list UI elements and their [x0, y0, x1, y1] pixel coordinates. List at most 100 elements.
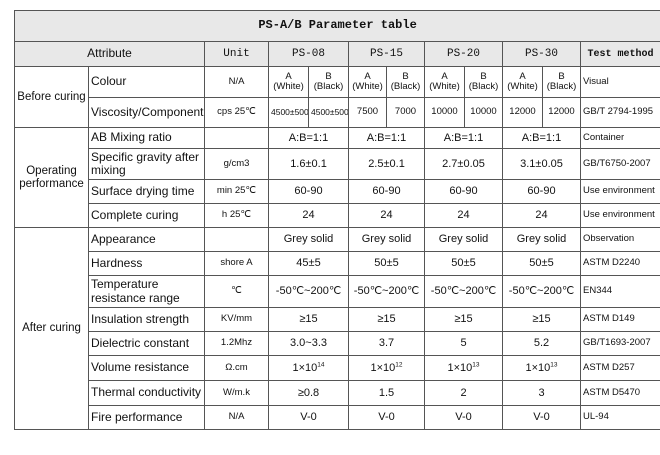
value-cell: V-0 [348, 405, 425, 430]
value-base: 1×10 [370, 361, 396, 374]
colour-a: A (White) [502, 66, 543, 98]
value-cell: 3.0~3.3 [268, 331, 349, 356]
unit-cell: ℃ [204, 275, 269, 308]
row-label-appearance: Appearance [88, 227, 205, 252]
value-exponent: 12 [395, 361, 403, 369]
value-cell: V-0 [502, 405, 581, 430]
row-label-mixing-ratio: AB Mixing ratio [88, 127, 205, 149]
value-base: 1×10 [292, 361, 318, 374]
value-cell: V-0 [268, 405, 349, 430]
table-row: Operating performance AB Mixing ratio A:… [14, 127, 660, 228]
value-cell: 1.5 [348, 380, 425, 406]
table-row: Fire performance N/A V-0 V-0 V-0 V-0 UL-… [15, 405, 660, 430]
colour-b: B (Black) [542, 66, 581, 98]
value-cell: A:B=1:1 [502, 127, 581, 149]
value-cell: 4500±500 [268, 97, 309, 128]
value-cell: 2.7±0.05 [424, 148, 503, 180]
table-row: Dielectric constant 1.2Mhz 3.0~3.3 3.7 5… [15, 331, 660, 356]
value-cell: 60-90 [502, 179, 581, 204]
test-method-cell: Use environment [579, 203, 660, 228]
value-cell: 7000 [386, 97, 425, 128]
row-label-thermal-conductivity: Thermal conductivity [88, 380, 205, 406]
table-row: Before curing Colour N/A A (White) B (Bl… [14, 66, 660, 128]
value-cell: 3.7 [348, 331, 425, 356]
unit-cell: N/A [204, 405, 269, 430]
row-label-colour: Colour [88, 66, 205, 98]
value-cell: ≥15 [268, 307, 349, 332]
header-unit: Unit [204, 41, 269, 67]
test-method-cell: Use environment [579, 179, 660, 204]
colour-a: A (White) [348, 66, 387, 98]
test-method-cell: Container [579, 127, 660, 149]
colour-b: B (Black) [464, 66, 503, 98]
unit-cell: h 25℃ [204, 203, 269, 228]
value-cell: Grey solid [268, 227, 349, 252]
value-cell: 50±5 [424, 251, 503, 276]
header-row: Attribute Unit PS-08 PS-15 PS-20 PS-30 T… [14, 41, 660, 67]
colour-a: A (White) [268, 66, 309, 98]
value-exponent: 14 [317, 361, 325, 369]
value-cell: A:B=1:1 [268, 127, 349, 149]
table-row: Thermal conductivity W/m.k ≥0.8 1.5 2 3 … [15, 380, 660, 406]
value-cell: 10000 [464, 97, 503, 128]
table-row: Specific gravity after mixing g/cm3 1.6±… [15, 148, 660, 180]
value-cell: Grey solid [424, 227, 503, 252]
parameter-table-container: PS-A/B Parameter table Attribute Unit PS… [13, 10, 660, 430]
unit-cell [204, 227, 269, 252]
value-cell: 5 [424, 331, 503, 356]
value-cell: 2 [424, 380, 503, 406]
test-method-cell: GB/T1693-2007 [579, 331, 660, 356]
test-method-cell: GB/T 2794-1995 [579, 97, 660, 128]
row-label-complete-curing: Complete curing [88, 203, 205, 228]
unit-cell: 1.2Mhz [204, 331, 269, 356]
value-cell: 4500±500 [308, 97, 349, 128]
unit-cell: cps 25℃ [204, 97, 269, 128]
value-cell: V-0 [424, 405, 503, 430]
table-title: PS-A/B Parameter table [13, 10, 660, 42]
value-cell: 24 [424, 203, 503, 228]
value-cell: 24 [268, 203, 349, 228]
row-label-volume-resistance: Volume resistance [88, 355, 205, 381]
value-cell: 2.5±0.1 [348, 148, 425, 180]
test-method-cell: ASTM D2240 [579, 251, 660, 276]
test-method-cell: UL-94 [579, 405, 660, 430]
group-operating-performance: Operating performance [14, 127, 89, 228]
header-model-ps30: PS-30 [502, 41, 581, 67]
table-row: Volume resistance Ω.cm 1×1014 1×1012 1×1… [15, 355, 660, 381]
unit-cell: W/m.k [204, 380, 269, 406]
unit-cell [204, 127, 269, 149]
value-base: 1×10 [447, 361, 473, 374]
unit-cell: shore A [204, 251, 269, 276]
parameter-table: PS-A/B Parameter table Attribute Unit PS… [13, 10, 660, 430]
table-row: Temperature resistance range ℃ -50℃~200℃… [15, 275, 660, 308]
value-cell: -50℃~200℃ [268, 275, 349, 308]
test-method-cell: ASTM D149 [579, 307, 660, 332]
value-cell: 1×1014 [268, 355, 349, 381]
value-cell: -50℃~200℃ [502, 275, 581, 308]
value-cell: A:B=1:1 [348, 127, 425, 149]
unit-cell: N/A [204, 66, 269, 98]
table-row: Viscosity/Component cps 25℃ 4500±500 450… [15, 97, 660, 128]
row-label-specific-gravity: Specific gravity after mixing [88, 148, 205, 180]
value-cell: 24 [348, 203, 425, 228]
unit-cell: Ω.cm [204, 355, 269, 381]
value-cell: -50℃~200℃ [348, 275, 425, 308]
test-method-cell: Observation [579, 227, 660, 252]
colour-b: B (Black) [386, 66, 425, 98]
group-after-curing: After curing [14, 227, 89, 430]
value-cell: 12000 [542, 97, 581, 128]
title-row: PS-A/B Parameter table [13, 10, 660, 42]
value-cell: ≥15 [424, 307, 503, 332]
value-cell: -50℃~200℃ [424, 275, 503, 308]
unit-cell: KV/mm [204, 307, 269, 332]
test-method-cell: EN344 [579, 275, 660, 308]
row-label-dielectric-constant: Dielectric constant [88, 331, 205, 356]
group-before-curing: Before curing [14, 66, 89, 128]
value-cell: 10000 [424, 97, 465, 128]
value-cell: 5.2 [502, 331, 581, 356]
row-label-temperature-range: Temperature resistance range [88, 275, 205, 308]
value-cell: 24 [502, 203, 581, 228]
test-method-cell: ASTM D5470 [579, 380, 660, 406]
header-test-method: Test method [579, 41, 660, 67]
row-label-fire-performance: Fire performance [88, 405, 205, 430]
